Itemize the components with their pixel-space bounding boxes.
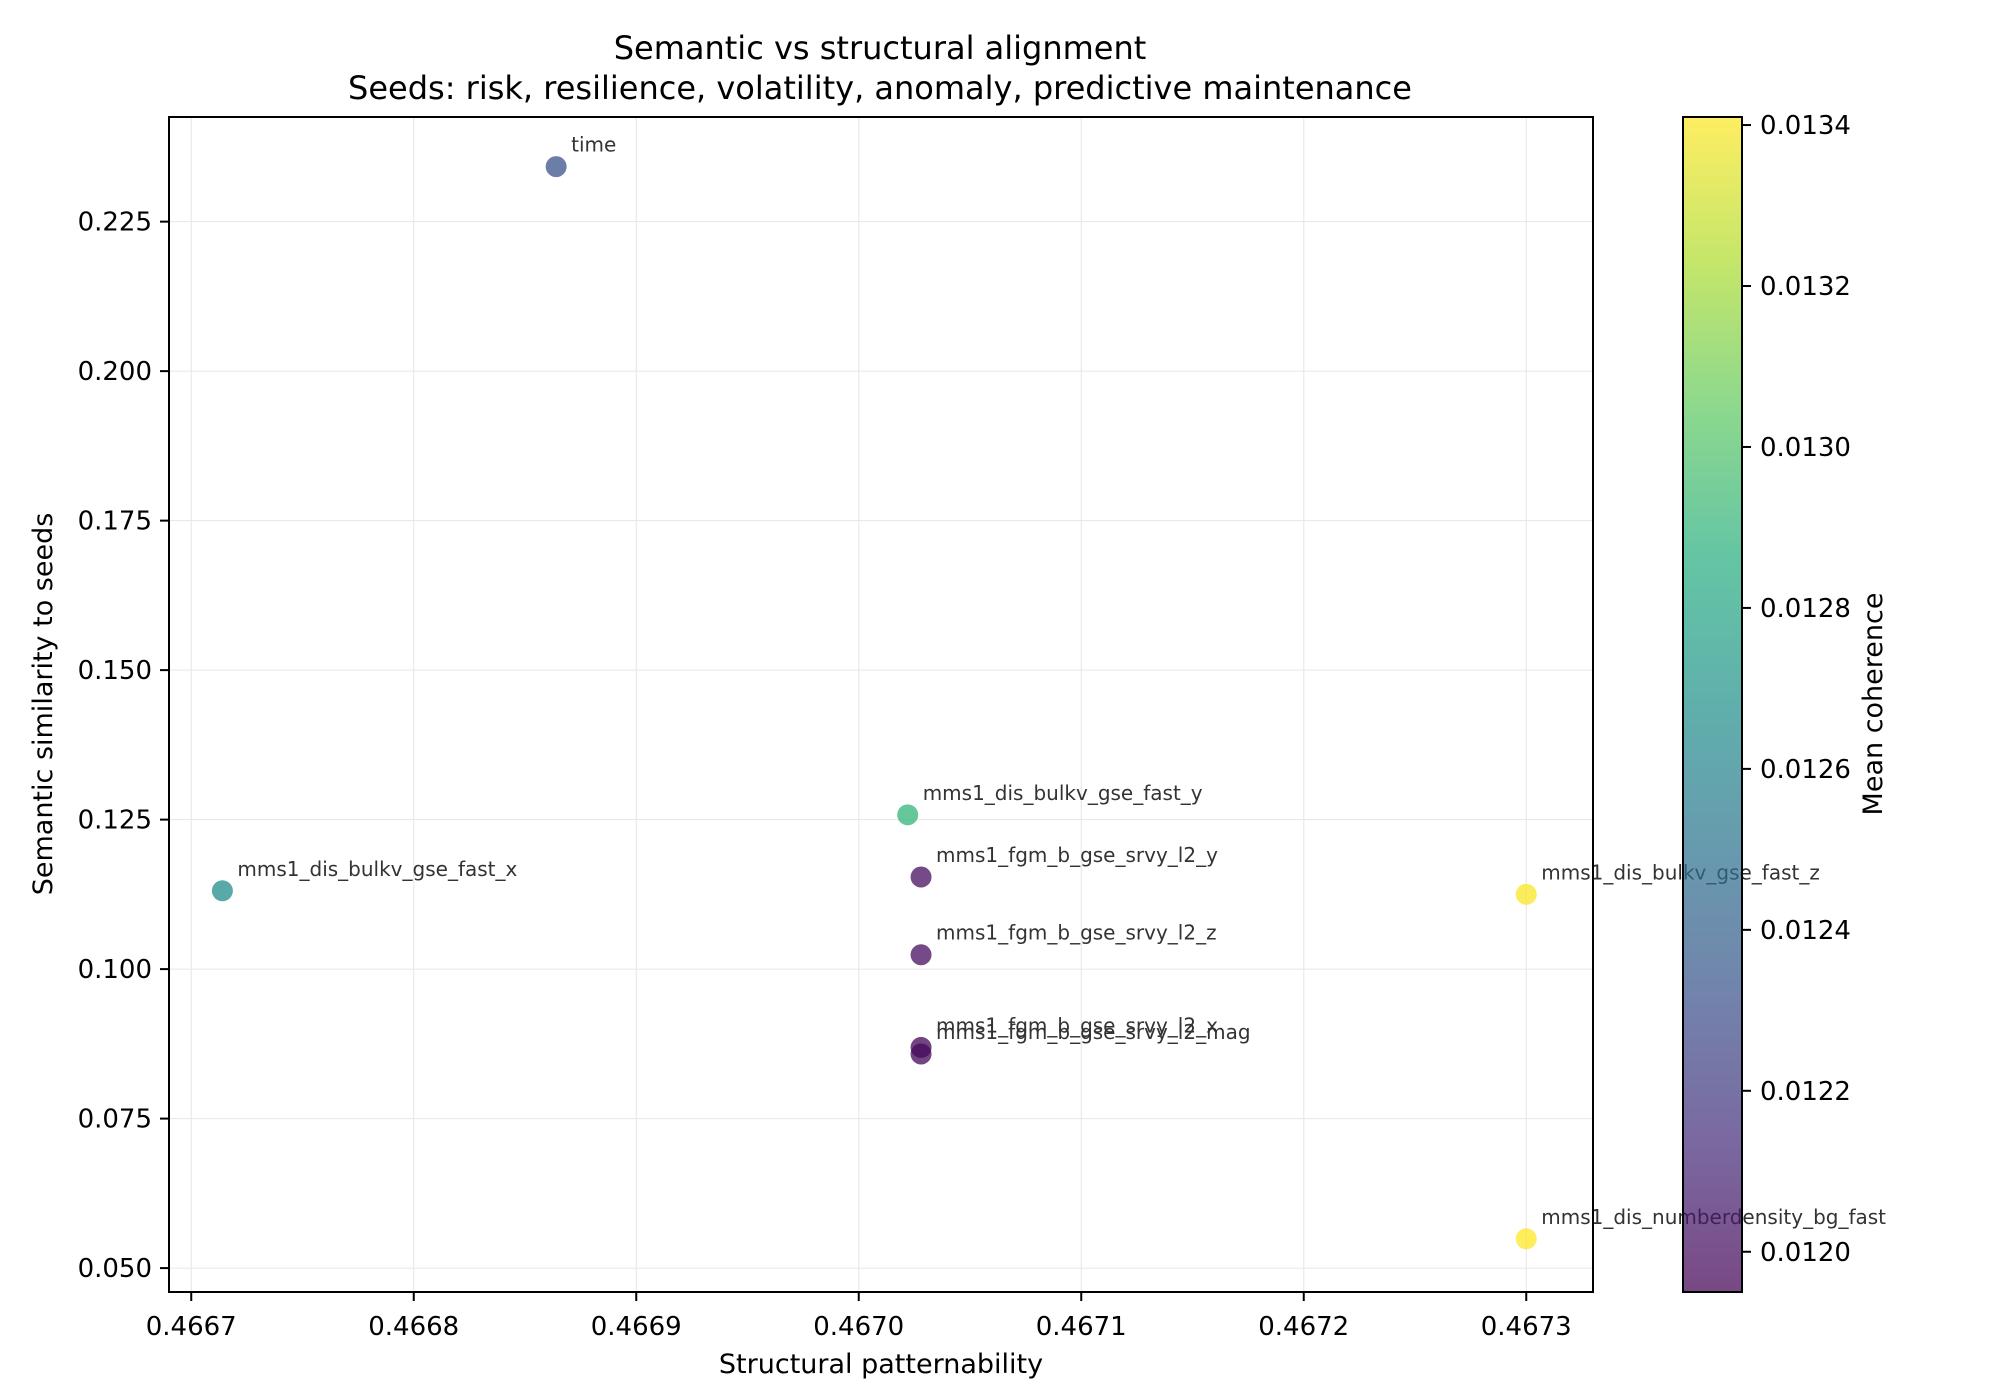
- data-point: [211, 880, 233, 902]
- y-tick-label: 0.175: [78, 507, 152, 537]
- point-label: mms1_fgm_b_gse_srvy_l2_x: [936, 1013, 1218, 1037]
- y-axis: 0.050 0.075 0.100 0.125 0.150 0.175 0.200 0.225: [78, 208, 169, 1284]
- colorbar-tick-label: 0.0130: [1760, 433, 1851, 463]
- x-tick-label: 0.4668: [368, 1312, 459, 1342]
- data-point: [910, 944, 932, 966]
- colorbar-tick-label: 0.0120: [1760, 1238, 1851, 1268]
- x-tick-label: 0.4673: [1481, 1312, 1572, 1342]
- y-tick-label: 0.100: [78, 955, 152, 985]
- colorbar-tick-label: 0.0126: [1760, 755, 1851, 785]
- point-label: mms1_dis_bulkv_gse_fast_y: [923, 781, 1203, 805]
- point-label: mms1_fgm_b_gse_srvy_l2_y: [936, 843, 1218, 867]
- x-axis-label: Structural patternability: [719, 1349, 1043, 1380]
- y-tick-label: 0.225: [78, 208, 152, 238]
- colorbar-tick-label: 0.0134: [1760, 111, 1851, 141]
- data-point: [1515, 883, 1537, 905]
- x-tick-label: 0.4672: [1258, 1312, 1349, 1342]
- y-tick-label: 0.200: [78, 357, 152, 387]
- points: [211, 156, 1537, 1250]
- point-label: mms1_dis_bulkv_gse_fast_x: [237, 857, 517, 881]
- plot-frame: [168, 116, 1594, 1293]
- colorbar-tick-label: 0.0132: [1760, 272, 1851, 302]
- data-point: [1515, 1228, 1537, 1250]
- point-labels: time mms1_dis_bulkv_gse_fast_x mms1_dis_bu…: [237, 133, 1886, 1229]
- x-tick-label: 0.4669: [591, 1312, 682, 1342]
- y-axis-label: Semantic similarity to seeds: [28, 513, 59, 896]
- colorbar-axis: 0.0120 0.0122 0.0124 0.0126 0.0128 0.0130 0.01…: [1742, 111, 1851, 1268]
- x-tick-label: 0.4667: [146, 1312, 237, 1342]
- y-tick-label: 0.125: [78, 806, 152, 836]
- x-axis: 0.4667 0.4668 0.4669 0.4670 0.4671 0.4672 0.46…: [146, 1292, 1572, 1342]
- chart-title: Semantic vs structural alignment: [614, 29, 1147, 67]
- colorbar-tick-label: 0.0128: [1760, 594, 1851, 624]
- data-point: [910, 1043, 932, 1065]
- point-label: mms1_fgm_b_gse_srvy_l2_mag: [936, 1020, 1250, 1044]
- x-tick-label: 0.4670: [813, 1312, 904, 1342]
- grid: [169, 117, 1593, 1292]
- chart-subtitle: Seeds: risk, resilience, volatility, ano…: [348, 69, 1412, 107]
- colorbar-label: Mean coherence: [1858, 593, 1889, 816]
- point-label: time: [571, 133, 616, 157]
- colorbar: [1683, 117, 1742, 1292]
- x-tick-label: 0.4671: [1036, 1312, 1127, 1342]
- colorbar-tick-label: 0.0122: [1760, 1077, 1851, 1107]
- point-label: mms1_fgm_b_gse_srvy_l2_z: [936, 921, 1217, 945]
- data-point: [545, 156, 567, 178]
- y-tick-label: 0.150: [78, 656, 152, 686]
- data-point: [897, 804, 919, 826]
- point-label: mms1_dis_bulkv_gse_fast_z: [1541, 860, 1820, 884]
- y-tick-label: 0.075: [78, 1105, 152, 1135]
- data-point: [910, 866, 932, 888]
- y-tick-label: 0.050: [78, 1254, 152, 1284]
- colorbar-tick-label: 0.0124: [1760, 916, 1851, 946]
- colorbar-frame: [1682, 116, 1743, 1293]
